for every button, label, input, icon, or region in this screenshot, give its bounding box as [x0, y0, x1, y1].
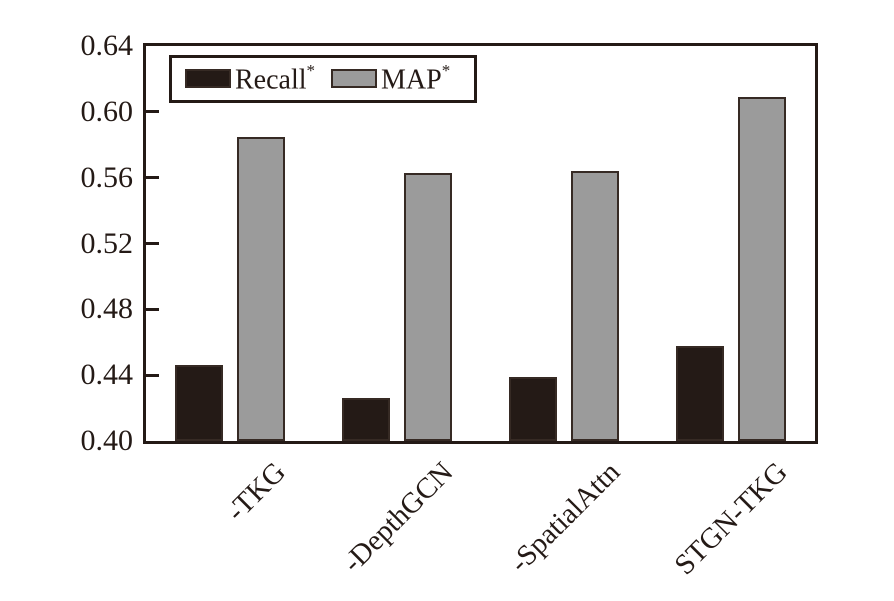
y-tick-label: 0.40 [80, 424, 134, 457]
y-tick-label: 0.48 [80, 292, 134, 326]
legend-label: MAP* [381, 60, 451, 96]
bar-Recall-DepthGCN [341, 398, 390, 441]
y-tick-label: 0.64 [80, 29, 134, 62]
legend: Recall* MAP* [169, 55, 477, 103]
bar-Recall-SpatialAttn [509, 376, 558, 441]
bar-Recall-TKG [174, 365, 223, 441]
x-tick-label-TKG: -TKG [220, 456, 293, 528]
legend-item-MAP: MAP* [331, 60, 451, 96]
x-tick-label-DepthGCN: -DepthGCN [336, 456, 460, 579]
legend-label: Recall* [235, 60, 316, 96]
y-tick-mark [146, 110, 159, 114]
legend-item-Recall: Recall* [185, 60, 316, 96]
bar-MAP-TKG [236, 136, 285, 441]
bar-MAP-STGN-TKG [738, 97, 787, 441]
y-tick-mark [146, 242, 159, 245]
y-tick-mark [146, 176, 159, 180]
y-tick-mark [146, 307, 159, 311]
legend-swatch-icon [185, 69, 231, 89]
plot-area: Recall* MAP* [143, 43, 818, 444]
y-tick-label: 0.60 [80, 94, 134, 128]
x-tick-label-STGN-TKG: STGN-TKG [668, 456, 795, 582]
bar-MAP-SpatialAttn [571, 171, 620, 441]
y-tick-label: 0.44 [80, 358, 134, 392]
bar-MAP-DepthGCN [403, 172, 452, 441]
y-tick-label: 0.56 [80, 160, 134, 194]
y-tick-label: 0.52 [80, 226, 134, 260]
legend-swatch-icon [331, 69, 378, 89]
bar-Recall-STGN-TKG [676, 345, 725, 441]
y-tick-mark [146, 373, 159, 377]
x-tick-label-SpatialAttn: -SpatialAttn [503, 456, 627, 579]
